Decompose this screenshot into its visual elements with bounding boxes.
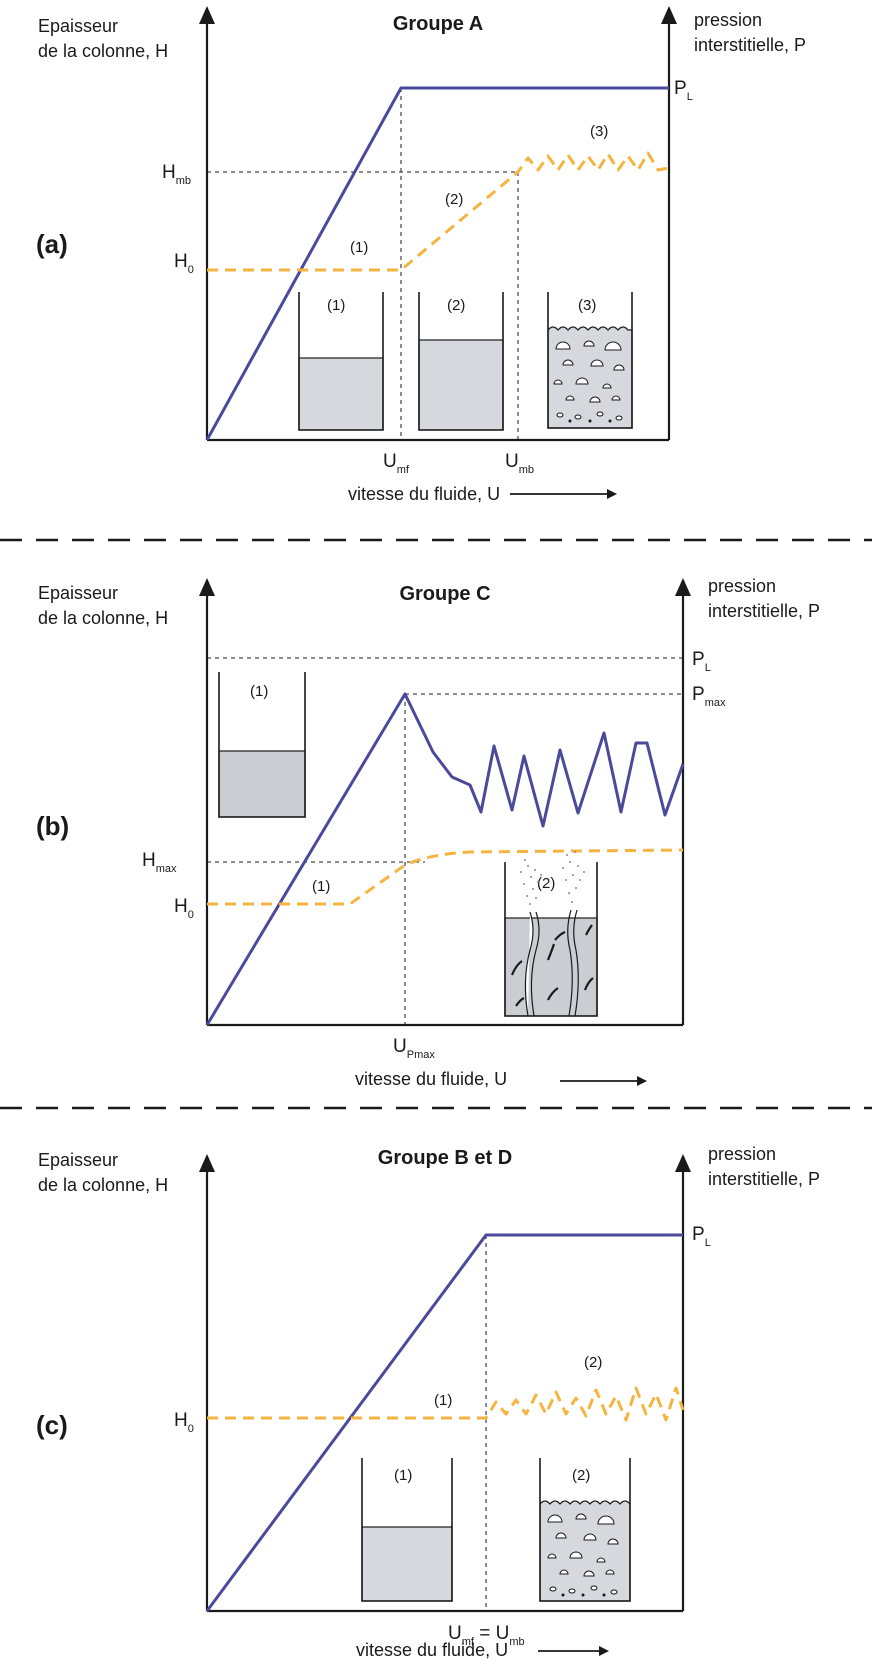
- curve-label-1: (1): [312, 878, 330, 895]
- tick-pl: PL: [692, 649, 711, 674]
- curve-label-2: (2): [584, 1354, 602, 1371]
- y-right-label: pression interstitielle, P: [708, 1144, 820, 1189]
- height-curve: [207, 151, 670, 272]
- svg-text:(1): (1): [250, 683, 268, 700]
- tick-pl: PL: [674, 78, 693, 103]
- right-axis-arrow-icon: [675, 578, 691, 596]
- beaker-bubbling-bed: (2): [539, 1458, 631, 1602]
- tick-umb: Umb: [505, 451, 534, 476]
- panel-title: Groupe C: [399, 583, 490, 605]
- y-right-label: pression interstitielle, P: [708, 576, 820, 621]
- height-curve: [207, 848, 684, 906]
- beaker-bubbling-bed: (3): [547, 292, 633, 429]
- panel-c: Epaisseur de la colonne, H pression inte…: [36, 1144, 820, 1659]
- panel-title: Groupe A: [393, 13, 483, 35]
- tick-hmb: Hmb: [162, 162, 191, 187]
- beaker-fixed-bed: (1): [361, 1458, 453, 1602]
- curve-label-3: (3): [590, 123, 608, 140]
- panel-title: Groupe B et D: [378, 1147, 512, 1169]
- left-axis-arrow-icon: [199, 578, 215, 596]
- beaker-fixed-bed: (1): [298, 292, 384, 431]
- curve-label-1: (1): [434, 1392, 452, 1409]
- beaker-channeling-bed: (2): [504, 851, 598, 1017]
- x-axis-label: vitesse du fluide, U: [355, 1069, 507, 1089]
- panel-label: (b): [36, 811, 69, 841]
- channel-icon: [510, 851, 594, 1017]
- x-axis-label: vitesse du fluide, U: [348, 484, 500, 504]
- beaker-expanded-bed: (2): [418, 292, 504, 431]
- tick-umf-umb: Umf = Umb: [448, 1623, 525, 1648]
- tick-pl: PL: [692, 1224, 711, 1249]
- right-axis-arrow-icon: [661, 6, 677, 24]
- curve-label-2: (2): [445, 191, 463, 208]
- y-left-label: Epaisseur de la colonne, H: [38, 1150, 168, 1195]
- panel-label: (c): [36, 1410, 68, 1440]
- svg-text:(2): (2): [572, 1467, 590, 1484]
- beaker-cohesive-bed: (1): [218, 672, 306, 818]
- bubble-icon: [547, 1513, 619, 1597]
- y-left-label: Epaisseur de la colonne, H: [38, 583, 168, 628]
- pressure-curve: [205, 86, 669, 441]
- panel-b: Epaisseur de la colonne, H pression inte…: [36, 576, 820, 1089]
- tick-upmax: UPmax: [393, 1036, 435, 1061]
- y-left-label: Epaisseur de la colonne, H: [38, 16, 168, 61]
- pressure-curve: [205, 1233, 683, 1612]
- svg-text:(1): (1): [327, 297, 345, 314]
- tick-umf: Umf: [383, 451, 410, 476]
- x-axis-label: vitesse du fluide, U: [356, 1640, 508, 1659]
- tick-pmax: Pmax: [692, 684, 726, 709]
- bubble-icon: [553, 340, 625, 423]
- pressure-curve: [205, 692, 685, 1026]
- left-axis-arrow-icon: [199, 1154, 215, 1172]
- svg-text:(1): (1): [394, 1467, 412, 1484]
- panel-a: Epaisseur de la colonne, H pression inte…: [36, 6, 806, 504]
- left-axis-arrow-icon: [199, 6, 215, 24]
- panel-label: (a): [36, 229, 68, 259]
- svg-text:(2): (2): [537, 875, 555, 892]
- tick-h0: H0: [174, 251, 194, 276]
- right-axis-arrow-icon: [675, 1154, 691, 1172]
- tick-h0: H0: [174, 1410, 194, 1435]
- y-right-label: pression interstitielle, P: [694, 10, 806, 55]
- tick-h0: H0: [174, 896, 194, 921]
- height-curve: [207, 1386, 685, 1422]
- svg-text:(2): (2): [447, 297, 465, 314]
- curve-label-1: (1): [350, 239, 368, 256]
- tick-hmax: Hmax: [142, 850, 177, 875]
- svg-text:(3): (3): [578, 297, 596, 314]
